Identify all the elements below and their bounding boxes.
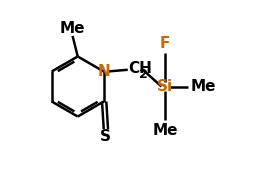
Text: Me: Me [190,79,216,94]
Text: Si: Si [157,79,173,94]
Text: CH: CH [129,61,152,76]
Text: 2: 2 [139,68,148,81]
Text: S: S [100,129,111,144]
Text: F: F [160,36,170,51]
Text: Me: Me [60,21,85,36]
Text: Me: Me [152,123,178,138]
Text: N: N [97,64,110,79]
